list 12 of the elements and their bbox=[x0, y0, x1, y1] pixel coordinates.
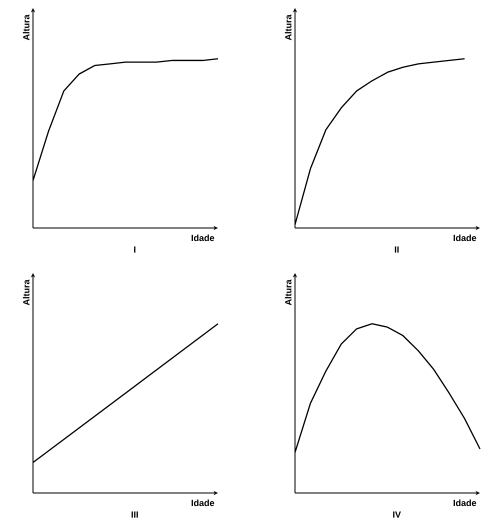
x-axis-title: Idade bbox=[192, 234, 214, 242]
text: IV bbox=[393, 511, 401, 518]
text: I bbox=[134, 246, 136, 253]
text: II bbox=[394, 246, 399, 253]
y-axis-title: Altura bbox=[22, 14, 30, 40]
x-axis-title: Idade bbox=[454, 234, 476, 242]
y-axis-title: Altura bbox=[22, 279, 30, 306]
text: III bbox=[132, 511, 138, 518]
y-axis-title: Altura bbox=[284, 279, 292, 306]
x-axis-title: Idade bbox=[192, 500, 214, 506]
x-axis-title: Idade bbox=[454, 500, 476, 506]
y-axis-title: Altura bbox=[284, 14, 292, 40]
